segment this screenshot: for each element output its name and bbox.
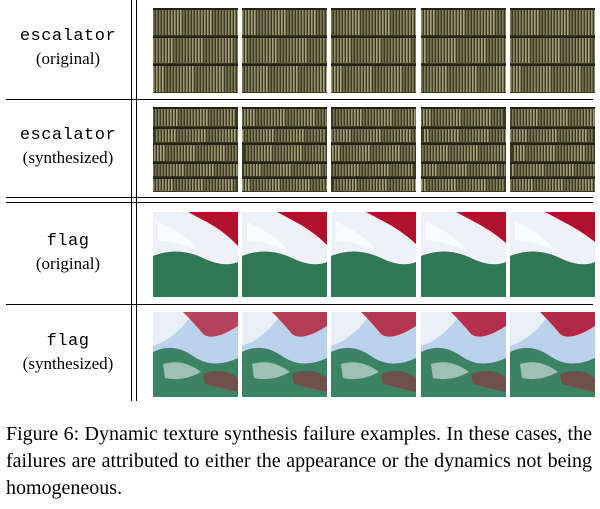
frame-thumbnail xyxy=(242,107,327,192)
table-rule-1 xyxy=(6,99,593,100)
table-rule-3 xyxy=(6,304,593,305)
row-label-escalator-synthesized: escalator (synthesized) xyxy=(6,125,130,169)
row-label-flag-original: flag (original) xyxy=(6,231,130,275)
frame-thumbnail xyxy=(510,8,595,93)
frame-thumbnail xyxy=(242,8,327,93)
row-variant: (synthesized) xyxy=(22,354,114,373)
row-label-escalator-original: escalator (original) xyxy=(6,26,130,70)
row-texture-name: flag xyxy=(46,332,90,351)
frame-thumbnail xyxy=(421,312,506,397)
table-rule-double-b xyxy=(6,202,593,203)
frame-thumbnail xyxy=(421,107,506,192)
frame-thumbnail xyxy=(331,8,416,93)
row-texture-name: escalator xyxy=(19,126,117,145)
figure-caption: Figure 6: Dynamic texture synthesis fail… xyxy=(6,423,592,499)
frame-thumbnail xyxy=(510,212,595,297)
frame-thumbnail xyxy=(153,212,238,297)
frame-thumbnail xyxy=(153,8,238,93)
frame-thumbnail xyxy=(510,107,595,192)
row-label-flag-synthesized: flag (synthesized) xyxy=(6,331,130,375)
frame-thumbnail xyxy=(242,312,327,397)
table-vertical-rule-2 xyxy=(136,0,137,401)
frame-thumbnail xyxy=(153,312,238,397)
frame-thumbnail xyxy=(510,312,595,397)
frame-thumbnail xyxy=(421,8,506,93)
table-vertical-rule-1 xyxy=(131,0,132,401)
frame-thumbnail xyxy=(331,107,416,192)
frame-thumbnail xyxy=(153,107,238,192)
table-rule-double-a xyxy=(6,197,593,198)
row-texture-name: escalator xyxy=(19,27,117,46)
frame-thumbnail xyxy=(331,212,416,297)
row-texture-name: flag xyxy=(46,232,90,251)
frame-thumbnail xyxy=(331,312,416,397)
frame-thumbnail xyxy=(242,212,327,297)
row-variant: (synthesized) xyxy=(22,148,114,167)
row-variant: (original) xyxy=(35,49,101,68)
row-variant: (original) xyxy=(35,254,101,273)
frame-thumbnail xyxy=(421,212,506,297)
